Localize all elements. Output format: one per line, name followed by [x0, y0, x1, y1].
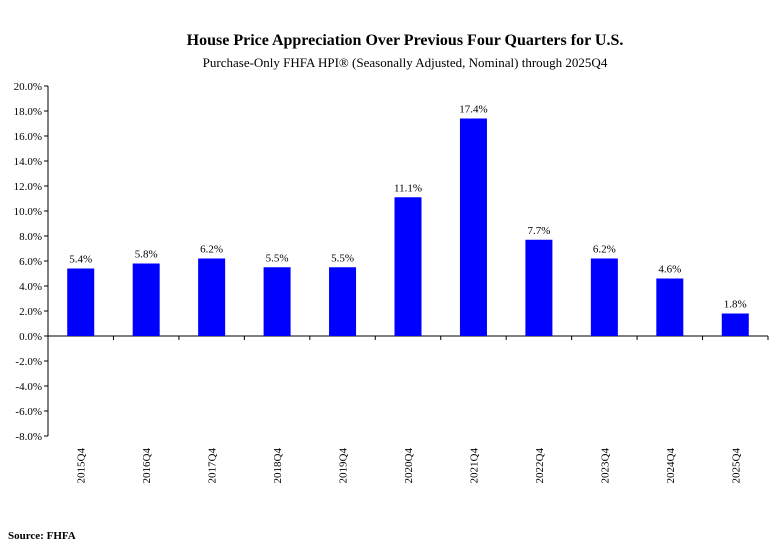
x-tick-label: 2021Q4: [468, 448, 480, 484]
x-tick-label: 2017Q4: [207, 448, 219, 484]
data-label: 1.8%: [724, 299, 747, 311]
x-tick-label: 2023Q4: [599, 448, 611, 484]
y-tick-label: 18.0%: [14, 106, 42, 118]
y-tick-label: 6.0%: [19, 256, 42, 268]
bar-2025Q4: [721, 313, 749, 336]
data-label: 5.5%: [331, 252, 354, 264]
y-tick-label: -8.0%: [15, 431, 42, 443]
data-label: 5.4%: [69, 254, 92, 266]
y-tick-label: 14.0%: [14, 156, 42, 168]
data-label: 17.4%: [459, 104, 487, 116]
data-label: 6.2%: [593, 244, 616, 256]
bar-2024Q4: [656, 278, 684, 336]
bar-2017Q4: [198, 258, 226, 336]
source-note: Source: FHFA: [8, 530, 76, 542]
y-tick-label: -2.0%: [15, 356, 42, 368]
x-tick-label: 2024Q4: [665, 448, 677, 484]
bar-2022Q4: [525, 239, 553, 336]
y-tick-label: 16.0%: [14, 131, 42, 143]
bar-2018Q4: [263, 267, 291, 336]
data-label: 11.1%: [394, 182, 422, 194]
y-tick-label: 8.0%: [19, 231, 42, 243]
data-label: 6.2%: [200, 244, 223, 256]
y-tick-label: 10.0%: [14, 206, 42, 218]
bar-2023Q4: [590, 258, 618, 336]
y-axis-ticks: 20.0% 18.0% 16.0% 14.0% 12.0% 10.0% 8.0% 6.0% 4.…: [14, 81, 48, 443]
x-tick-label: 2022Q4: [534, 448, 546, 484]
bar-2020Q4: [394, 197, 422, 336]
chart-title: House Price Appreciation Over Previous F…: [187, 32, 624, 49]
bar-2019Q4: [329, 267, 357, 336]
bar-2015Q4: [67, 268, 95, 336]
x-tick-label: 2018Q4: [272, 448, 284, 484]
y-tick-label: 0.0%: [19, 331, 42, 343]
x-tick-label: 2025Q4: [730, 448, 742, 484]
bars: [67, 118, 749, 336]
y-tick-label: 4.0%: [19, 281, 42, 293]
data-label: 7.7%: [527, 225, 550, 237]
data-label: 5.8%: [135, 249, 158, 261]
y-tick-label: 20.0%: [14, 81, 42, 93]
x-tick-label: 2020Q4: [403, 448, 415, 484]
x-tick-label: 2016Q4: [141, 448, 153, 484]
y-tick-label: 12.0%: [14, 181, 42, 193]
bar-2021Q4: [459, 118, 487, 336]
x-axis-labels: 2015Q4 2016Q4 2017Q4 2018Q4 2019Q4 2020Q4 2021…: [76, 336, 769, 484]
data-labels: 5.4% 5.8% 6.2% 5.5% 5.5% 11.1% 17.4% 7.7% 6.2% 4.…: [69, 104, 746, 311]
bar-2016Q4: [132, 263, 160, 336]
data-label: 5.5%: [266, 252, 289, 264]
y-tick-label: -6.0%: [15, 406, 42, 418]
data-label: 4.6%: [658, 264, 681, 276]
chart-subtitle: Purchase-Only FHFA HPI® (Seasonally Adju…: [203, 55, 608, 70]
x-tick-label: 2015Q4: [76, 448, 88, 484]
x-tick-label: 2019Q4: [338, 448, 350, 484]
y-tick-label: -4.0%: [15, 381, 42, 393]
y-tick-label: 2.0%: [19, 306, 42, 318]
